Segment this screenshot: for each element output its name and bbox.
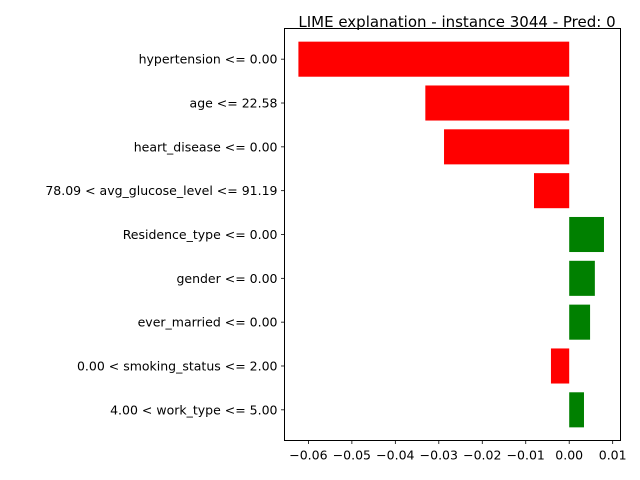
bar-5 [569,260,595,296]
bar-0 [298,41,570,77]
x-tick-label: −0.05 [333,448,371,463]
bar-6 [569,304,591,340]
y-tick-label: 0.00 < smoking_status <= 2.00 [77,358,278,373]
bar-1 [425,85,570,121]
x-axis-ticks: −0.06 −0.05 −0.04 −0.03 −0.02 −0.01 0.00 0.01 [289,440,627,463]
x-tick-label: −0.02 [463,448,501,463]
chart-title: LIME explanation - instance 3044 - Pred:… [298,13,615,31]
x-tick-label: −0.03 [420,448,458,463]
bar-3 [534,173,570,209]
bar-2 [444,129,570,165]
y-tick-label: Residence_type <= 0.00 [123,227,278,242]
y-tick-label: 4.00 < work_type <= 5.00 [110,402,277,417]
y-tick-label: age <= 22.58 [190,96,278,111]
x-tick-label: −0.01 [507,448,545,463]
y-tick-label: heart_disease <= 0.00 [134,139,278,154]
bar-4 [569,216,604,253]
y-tick-label: hypertension <= 0.00 [139,52,278,67]
bar-7 [550,348,570,384]
bars-group [298,41,604,428]
y-axis-ticks: hypertension <= 0.00 age <= 22.58 heart_di… [45,52,285,417]
plot-area-frame [284,28,621,441]
y-tick-label: 78.09 < avg_glucose_level <= 91.19 [45,183,277,198]
y-tick-label: gender <= 0.00 [176,271,277,286]
x-tick-label: 0.01 [599,448,627,463]
x-tick-label: 0.00 [555,448,583,463]
bar-8 [569,392,584,428]
x-tick-label: −0.04 [376,448,414,463]
x-tick-label: −0.06 [289,448,327,463]
y-tick-label: ever_married <= 0.00 [138,315,278,330]
